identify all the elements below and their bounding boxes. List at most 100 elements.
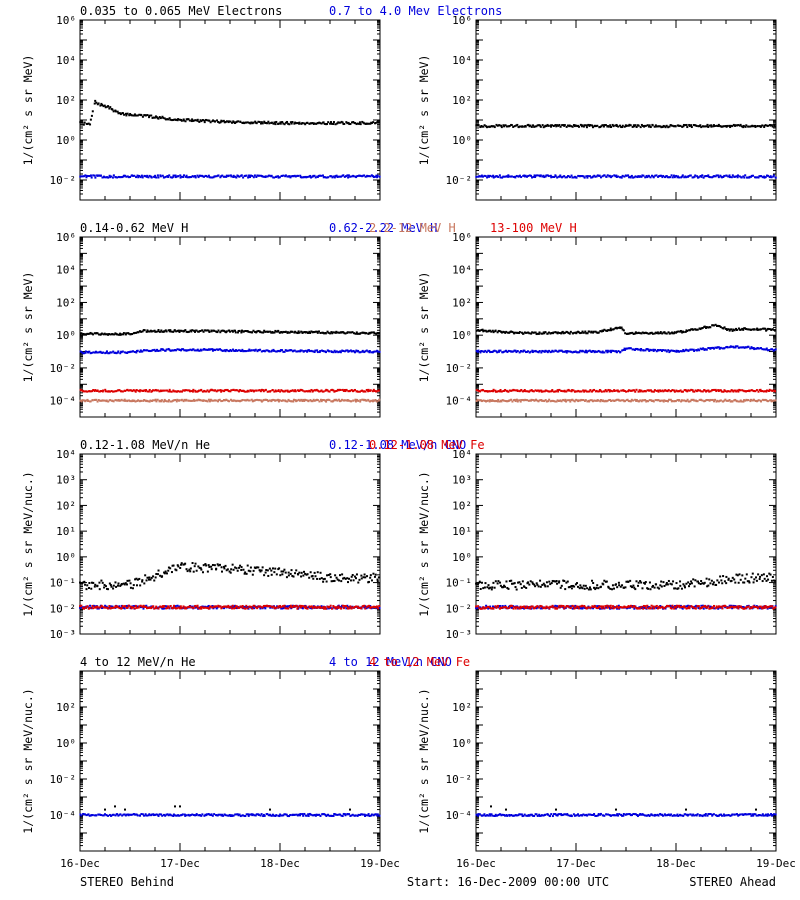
data-point [214,399,217,402]
data-point [239,120,242,123]
data-point [615,350,618,353]
data-point [569,400,572,403]
data-point [492,399,495,402]
data-point [489,125,492,128]
data-point [249,566,252,569]
data-point [237,175,240,178]
data-point [729,400,732,403]
data-point [676,390,679,393]
data-point [495,350,498,353]
data-point [229,571,232,574]
data-point [758,125,761,128]
data-point [372,572,375,575]
data-point [80,389,83,392]
data-point [290,569,293,572]
data-point [172,330,175,333]
data-point [522,174,525,177]
data-point [100,390,103,393]
data-point [333,606,336,609]
data-point [574,350,577,353]
data-point [709,347,712,350]
data-point [312,389,315,392]
data-point [696,175,699,178]
data-point [662,174,665,177]
data-point [640,400,643,403]
data-point [325,580,328,583]
data-point [258,349,261,352]
data-point [110,351,113,354]
data-point [91,604,94,607]
data-point [329,604,332,607]
data-point [649,176,652,179]
data-point [118,399,121,402]
data-point [125,332,128,335]
data-point [329,576,332,579]
data-point [582,389,585,392]
data-point [655,389,658,392]
data-point [477,329,480,332]
data-point [309,174,312,177]
data-point [633,125,636,128]
data-point [107,607,110,610]
data-point [364,390,367,393]
data-point [753,328,756,331]
data-point [531,390,534,393]
data-point [274,567,277,570]
data-point [264,604,267,607]
data-point [133,605,136,608]
data-point [111,108,114,111]
data-point [494,389,497,392]
data-point [679,124,682,127]
data-point [287,122,290,125]
data-point [261,122,264,125]
data-point [244,350,247,353]
data-point [763,175,766,178]
data-point [686,390,689,393]
data-point [320,122,323,125]
data-point [343,332,346,335]
data-point [501,399,504,402]
data-point [186,331,189,334]
data-point [300,330,303,333]
data-point [298,121,301,124]
data-point [657,349,660,352]
data-point [184,329,187,332]
data-point [726,124,729,127]
data-point [341,573,344,576]
data-point [693,390,696,393]
data-point [350,331,353,334]
data-point [475,329,478,332]
data-point [480,174,483,177]
data-point [150,114,153,117]
data-point [552,125,555,128]
data-point [553,176,556,179]
data-point [219,121,222,124]
data-point [297,398,300,401]
data-point [145,389,148,392]
data-point [361,331,364,334]
data-point [343,175,346,178]
data-point [352,579,355,582]
data-point [489,351,492,354]
data-point [258,120,261,123]
data-point [328,390,331,393]
data-point [532,124,535,127]
data-point [79,350,82,353]
data-point [111,176,114,179]
data-point [103,104,106,107]
data-point [343,399,346,402]
data-point [722,175,725,178]
data-point [316,349,319,352]
data-point [514,331,517,334]
data-point [368,604,371,607]
data-point [220,119,223,122]
data-point [215,390,218,393]
data-point [280,570,283,573]
data-point [360,607,363,610]
data-point [104,606,107,609]
data-point [545,125,548,128]
data-point [308,175,311,178]
data-point [190,330,193,333]
data-point [508,124,511,127]
data-point [120,333,123,336]
